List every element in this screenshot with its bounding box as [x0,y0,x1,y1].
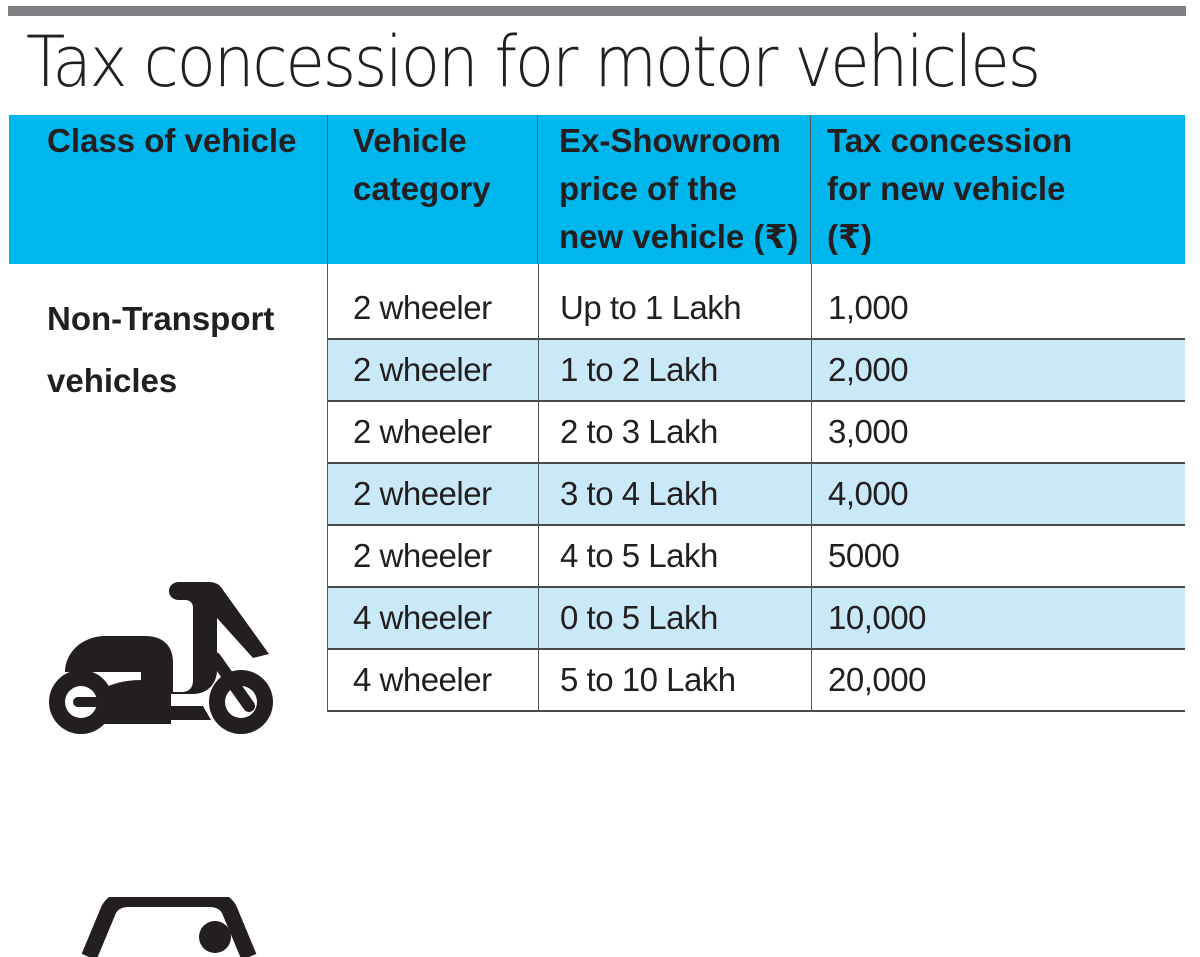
cell-concession: 10,000 [811,588,1185,648]
rows: 2 wheeler Up to 1 Lakh 1,000 2 wheeler 1… [327,264,1185,712]
cell-category: 2 wheeler [353,351,492,388]
table-row: 2 wheeler 4 to 5 Lakh 5000 [328,526,1185,588]
cell-price: 1 to 2 Lakh [538,340,811,400]
class-label: Non-Transport vehicles [47,300,275,399]
table-row: 4 wheeler 0 to 5 Lakh 10,000 [328,588,1185,650]
scooter-icon [49,582,273,734]
cell-category: 2 wheeler [353,413,492,450]
table-row: 2 wheeler Up to 1 Lakh 1,000 [328,264,1185,340]
cell-category: 2 wheeler [353,475,492,512]
cell-concession: 1,000 [811,264,1185,338]
cell-price: Up to 1 Lakh [538,264,811,338]
cell-price: 4 to 5 Lakh [538,526,811,586]
header-class-of-vehicle: Class of vehicle [47,122,297,159]
table-row: 2 wheeler 1 to 2 Lakh 2,000 [328,340,1185,402]
table-row: 2 wheeler 3 to 4 Lakh 4,000 [328,464,1185,526]
cell-concession: 5000 [811,526,1185,586]
top-rule [8,6,1186,16]
table-body: Non-Transport vehicles [9,264,1185,957]
cell-price: 0 to 5 Lakh [538,588,811,648]
cell-category: 4 wheeler [353,661,492,698]
class-column: Non-Transport vehicles [9,264,327,957]
cell-concession: 20,000 [811,650,1185,710]
table-row: 2 wheeler 2 to 3 Lakh 3,000 [328,402,1185,464]
cell-price: 3 to 4 Lakh [538,464,811,524]
table-row: 4 wheeler 5 to 10 Lakh 20,000 [328,650,1185,712]
header-ex-showroom-price: Ex-Showroom price of the new vehicle (₹) [537,115,810,264]
header-vehicle-category: Vehicle category [327,115,537,264]
cell-category: 2 wheeler [353,289,492,326]
cell-concession: 3,000 [811,402,1185,462]
cell-price: 2 to 3 Lakh [538,402,811,462]
cell-price: 5 to 10 Lakh [538,650,811,710]
cell-concession: 4,000 [811,464,1185,524]
table-header: Class of vehicle Vehicle category Ex-Sho… [9,115,1185,264]
car-icon [81,897,257,957]
concession-table: Class of vehicle Vehicle category Ex-Sho… [9,115,1185,957]
cell-concession: 2,000 [811,340,1185,400]
page-title: Tax concession for motor vehicles [26,21,1041,103]
header-tax-concession: Tax concession for new vehicle (₹) [810,115,1185,264]
cell-category: 2 wheeler [353,537,492,574]
cell-category: 4 wheeler [353,599,492,636]
